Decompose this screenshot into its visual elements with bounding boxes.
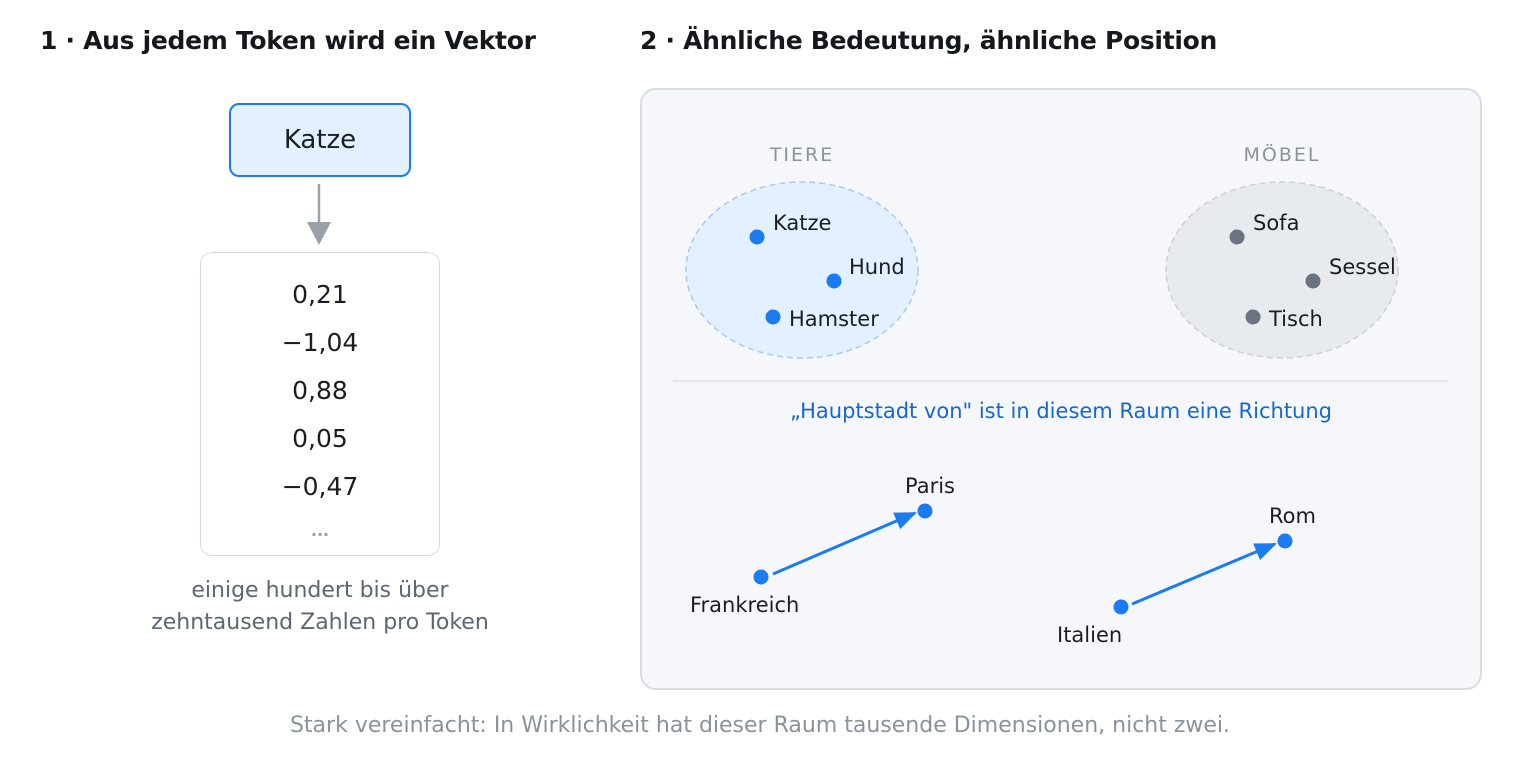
word-rom: Rom xyxy=(1269,504,1316,528)
caption-line: zehntausend Zahlen pro Token xyxy=(151,610,489,635)
point-frankreich xyxy=(753,569,769,585)
point-sessel xyxy=(1305,273,1321,289)
word-tisch: Tisch xyxy=(1268,307,1323,331)
arrow-italien-rom xyxy=(1131,542,1277,606)
vector-value: 0,21 xyxy=(292,280,348,309)
footnote: Stark vereinfacht: In Wirklichkeit hat d… xyxy=(289,713,1231,738)
word-paris: Paris xyxy=(905,474,955,498)
point-rom xyxy=(1277,533,1293,549)
direction-caption: „Hauptstadt von" ist in diesem Raum eine… xyxy=(790,399,1332,423)
cluster-label-tiere: TIERE xyxy=(769,144,834,166)
vector-box: 0,21 −1,04 0,88 0,05 −0,47 ... xyxy=(200,252,440,556)
left-heading: 1 · Aus jedem Token wird ein Vektor xyxy=(40,26,536,55)
vector-caption: einige hundert bis über zehntausend Zahl… xyxy=(90,575,550,639)
vector-ellipsis: ... xyxy=(310,521,330,540)
cluster-label-moebel: MÖBEL xyxy=(1244,143,1321,166)
embedding-space-diagram: TIERE Katze Hund Hamster MÖBEL Sofa Sess… xyxy=(673,143,1449,647)
vector-value: −1,04 xyxy=(281,328,359,357)
word-sofa: Sofa xyxy=(1253,211,1299,235)
point-paris xyxy=(917,503,933,519)
down-arrow-icon xyxy=(307,184,331,245)
vector-value: 0,88 xyxy=(292,376,348,405)
cluster-region-moebel xyxy=(1165,181,1399,359)
embedding-space-panel: TIERE Katze Hund Hamster MÖBEL Sofa Sess… xyxy=(640,88,1482,690)
arrow-frankreich-paris xyxy=(772,511,917,576)
word-sessel: Sessel xyxy=(1329,255,1396,279)
cluster-region-tiere xyxy=(685,181,919,359)
point-katze xyxy=(749,229,765,245)
point-hund xyxy=(826,273,842,289)
word-italien: Italien xyxy=(1057,623,1122,647)
token-label: Katze xyxy=(283,125,357,155)
vector-value: −0,47 xyxy=(281,472,359,501)
token-box: Katze xyxy=(229,103,411,177)
word-katze: Katze xyxy=(773,211,831,235)
point-hamster xyxy=(765,309,781,325)
vector-value: 0,05 xyxy=(292,424,348,453)
word-hund: Hund xyxy=(849,255,905,279)
point-italien xyxy=(1113,599,1129,615)
word-hamster: Hamster xyxy=(789,307,879,331)
word-frankreich: Frankreich xyxy=(690,593,799,617)
caption-line: einige hundert bis über xyxy=(191,578,449,603)
point-sofa xyxy=(1229,229,1245,245)
right-heading: 2 · Ähnliche Bedeutung, ähnliche Positio… xyxy=(640,26,1217,55)
point-tisch xyxy=(1245,309,1261,325)
